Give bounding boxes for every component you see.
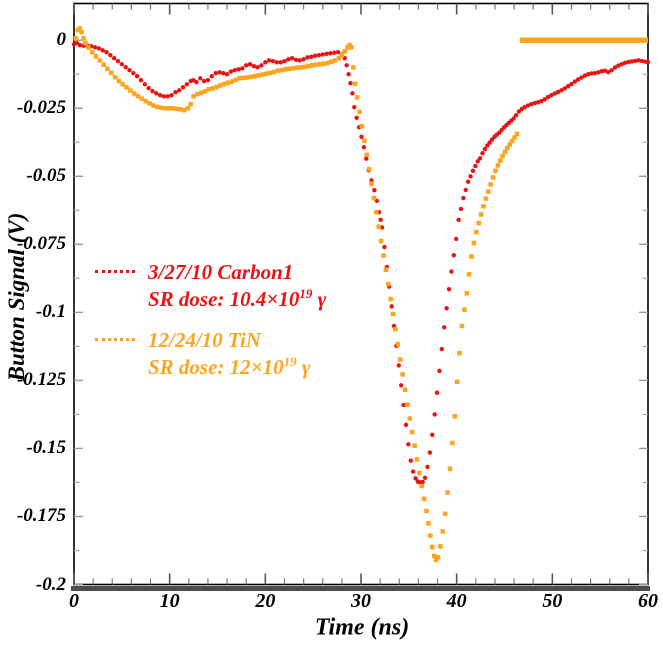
gamma-symbol: γ bbox=[296, 355, 311, 379]
dose-text: SR dose: 10.4×10 bbox=[148, 287, 300, 311]
series-points-carbon1 bbox=[71, 40, 651, 485]
legend-item-carbon1: 3/27/10 Carbon1 SR dose: 10.4×1019 γ bbox=[95, 259, 326, 313]
dose-exponent: 19 bbox=[283, 354, 297, 369]
gamma-symbol: γ bbox=[312, 287, 327, 311]
dose-text: SR dose: 12×10 bbox=[148, 355, 284, 379]
legend: 3/27/10 Carbon1 SR dose: 10.4×1019 γ 12/… bbox=[95, 259, 326, 381]
axis-ticks bbox=[73, 3, 649, 586]
legend-dose-carbon1: SR dose: 10.4×1019 γ bbox=[148, 286, 326, 313]
legend-label-carbon1: 3/27/10 Carbon1 bbox=[148, 260, 294, 284]
series-points-tin bbox=[73, 25, 648, 563]
legend-dose-tin: SR dose: 12×1019 γ bbox=[148, 354, 326, 381]
legend-item-tin: 12/24/10 TiN SR dose: 12×1019 γ bbox=[95, 327, 326, 381]
dose-exponent: 19 bbox=[299, 286, 313, 301]
orange-dotted-line-sample bbox=[95, 338, 135, 341]
legend-label-tin: 12/24/10 TiN bbox=[148, 328, 261, 352]
red-dotted-line-sample bbox=[95, 270, 135, 273]
